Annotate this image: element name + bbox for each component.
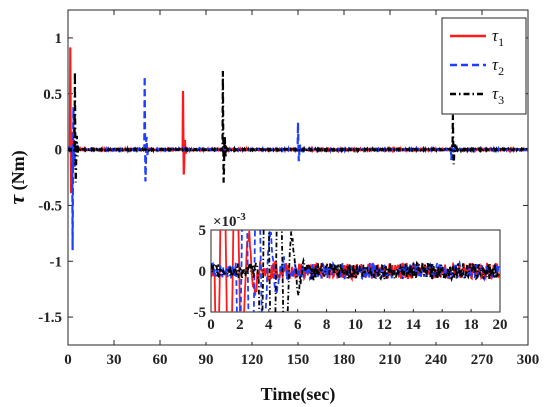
x-tick-label: 270 xyxy=(471,352,494,368)
x-tick-label: 60 xyxy=(153,352,168,368)
inset-x-tick-label: 20 xyxy=(493,317,508,333)
x-tick-label: 240 xyxy=(425,352,448,368)
inset-x-tick-label: 8 xyxy=(323,317,331,333)
y-tick-label: 0.5 xyxy=(43,87,62,103)
x-tick-label: 210 xyxy=(379,352,402,368)
x-tick-label: 300 xyxy=(517,352,540,368)
legend: τ1 τ2 τ3 xyxy=(441,17,527,115)
x-tick-label: 150 xyxy=(287,352,310,368)
series-line-tau3 xyxy=(68,70,528,183)
legend-label-tau2: τ2 xyxy=(492,55,504,78)
inset-plot: 0 2 4 6 8 10 12 14 16 18 20-505×10-3 xyxy=(181,210,515,342)
series-line-tau2 xyxy=(68,76,528,251)
x-tick-label: 90 xyxy=(199,352,214,368)
x-tick-label: 30 xyxy=(107,352,122,368)
inset-x-tick-label: 2 xyxy=(236,317,244,333)
inset-y-tick-label: -5 xyxy=(194,305,207,321)
y-tick-label: 0 xyxy=(55,143,63,159)
legend-label-tau1: τ1 xyxy=(492,26,504,49)
inset-y-tick-label: 5 xyxy=(199,223,207,239)
x-axis-title: Time(sec) xyxy=(261,384,336,405)
x-tick-label: 0 xyxy=(64,352,72,368)
inset-x-tick-label: 10 xyxy=(348,317,363,333)
y-tick-label: -1.5 xyxy=(38,310,62,326)
inset-x-tick-label: 14 xyxy=(406,317,422,333)
inset-y-exponent: ×10-3 xyxy=(213,211,246,230)
inset-series-line-tau3 xyxy=(211,230,500,312)
inset-x-tick-label: 4 xyxy=(265,317,273,333)
inset-x-tick-label: 18 xyxy=(464,317,479,333)
legend-label-tau3: τ3 xyxy=(492,84,504,107)
y-tick-label: 1 xyxy=(55,31,63,47)
x-tick-label: 180 xyxy=(333,352,356,368)
inset-x-tick-label: 0 xyxy=(207,317,215,333)
inset-x-tick-label: 6 xyxy=(294,317,302,333)
x-tick-label: 120 xyxy=(241,352,264,368)
inset-x-tick-label: 12 xyxy=(377,317,392,333)
y-tick-label: -0.5 xyxy=(38,198,62,214)
inset-y-tick-label: 0 xyxy=(199,264,207,280)
inset-x-tick-label: 16 xyxy=(435,317,451,333)
y-tick-label: -1 xyxy=(50,254,63,270)
y-axis-title: τ (Nm) xyxy=(4,150,29,204)
